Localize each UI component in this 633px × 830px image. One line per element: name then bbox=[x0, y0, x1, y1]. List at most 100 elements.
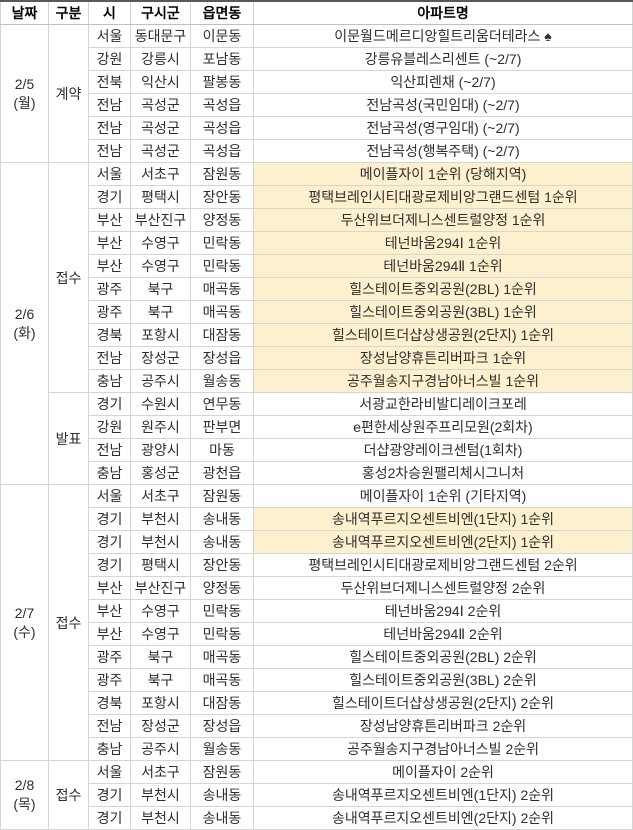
apartment-cell: 홍성2차승원팰리체시그니처 bbox=[253, 461, 633, 485]
apartment-cell: 메이플자이 1순위 (기타지역) bbox=[253, 484, 633, 508]
table-row: 경기 평택시 장안동 평택브레인시티대광로제비앙그랜드센텀 1순위 bbox=[1, 185, 633, 209]
table-row: 강원 강릉시 포남동 강릉유블레스리센트 (~2/7) bbox=[1, 47, 633, 71]
city-cell: 전북 bbox=[88, 70, 131, 94]
apartment-cell: 메이플자이 2순위 bbox=[253, 760, 633, 784]
table-row: 경기 평택시 장안동 평택브레인시티대광로제비앙그랜드센텀 2순위 bbox=[1, 553, 633, 577]
apartment-cell: 장성남양휴튼리버파크 1순위 bbox=[253, 346, 633, 370]
header-row: 날짜 구분 시 구시군 읍면동 아파트명 bbox=[0, 0, 633, 25]
town-cell: 장성읍 bbox=[190, 714, 254, 738]
col-header-town: 읍면동 bbox=[190, 0, 254, 25]
district-cell: 북구 bbox=[130, 645, 191, 669]
district-cell: 강릉시 bbox=[130, 47, 191, 71]
category-cell: 접수 bbox=[48, 484, 89, 761]
district-cell: 장성군 bbox=[130, 714, 191, 738]
apartment-cell: 평택브레인시티대광로제비앙그랜드센텀 2순위 bbox=[253, 553, 633, 577]
city-cell: 충남 bbox=[88, 369, 131, 393]
town-cell: 민락동 bbox=[190, 231, 254, 255]
district-cell: 부천시 bbox=[130, 507, 191, 531]
city-cell: 부산 bbox=[88, 231, 131, 255]
city-cell: 전남 bbox=[88, 438, 131, 462]
district-cell: 수영구 bbox=[130, 254, 191, 278]
table-row: 광주 북구 매곡동 힐스테이트중외공원(3BL) 1순위 bbox=[1, 300, 633, 324]
col-header-apartment: 아파트명 bbox=[253, 0, 633, 25]
city-cell: 경기 bbox=[88, 530, 131, 554]
city-cell: 경기 bbox=[88, 185, 131, 209]
city-cell: 경기 bbox=[88, 392, 131, 416]
town-cell: 매곡동 bbox=[190, 300, 254, 324]
table-row: 경기 부천시 송내동 송내역푸르지오센트비엔(2단지) 1순위 bbox=[1, 530, 633, 554]
town-cell: 송내동 bbox=[190, 530, 254, 554]
apartment-cell: 힐스테이트더샵상생공원(2단지) 2순위 bbox=[253, 691, 633, 715]
table-row: 충남 홍성군 광천읍 홍성2차승원팰리체시그니처 bbox=[1, 461, 633, 485]
city-cell: 부산 bbox=[88, 599, 131, 623]
city-cell: 전남 bbox=[88, 93, 131, 117]
town-cell: 매곡동 bbox=[190, 668, 254, 692]
table-row: 경북 포항시 대잠동 힐스테이트더샵상생공원(2단지) 1순위 bbox=[1, 323, 633, 347]
city-cell: 경북 bbox=[88, 323, 131, 347]
apartment-cell: 송내역푸르지오센트비엔(1단지) 2순위 bbox=[253, 783, 633, 807]
date-cell: 2/8 (목) bbox=[0, 760, 49, 830]
apartment-cell: 힐스테이트중외공원(2BL) 2순위 bbox=[253, 645, 633, 669]
district-cell: 서초구 bbox=[130, 760, 191, 784]
table-row: 광주 북구 매곡동 힐스테이트중외공원(2BL) 2순위 bbox=[1, 645, 633, 669]
city-cell: 경기 bbox=[88, 783, 131, 807]
city-cell: 부산 bbox=[88, 254, 131, 278]
col-header-date: 날짜 bbox=[0, 0, 49, 25]
apartment-cell: 이문월드메르디앙힐트리움더테라스 ♠ bbox=[253, 24, 633, 48]
table-header: 날짜 구분 시 구시군 읍면동 아파트명 bbox=[0, 0, 633, 25]
category-cell: 접수 bbox=[48, 760, 89, 830]
apartment-cell: 평택브레인시티대광로제비앙그랜드센텀 1순위 bbox=[253, 185, 633, 209]
city-cell: 강원 bbox=[88, 415, 131, 439]
apartment-cell: 테넌바움294Ⅱ 1순위 bbox=[253, 254, 633, 278]
table-body: 2/5 (월) 계약 서울 동대문구 이문동 이문월드메르디앙힐트리움더테라스 ♠ 강원 강릉시… bbox=[0, 24, 633, 830]
town-cell: 양정동 bbox=[190, 576, 254, 600]
district-cell: 서초구 bbox=[130, 162, 191, 186]
town-cell: 월송동 bbox=[190, 737, 254, 761]
city-cell: 서울 bbox=[88, 484, 131, 508]
district-cell: 부산진구 bbox=[130, 208, 191, 232]
city-cell: 서울 bbox=[88, 24, 131, 48]
town-cell: 곡성읍 bbox=[190, 139, 254, 163]
table-row: 전남 장성군 장성읍 장성남양휴튼리버파크 2순위 bbox=[1, 714, 633, 738]
town-cell: 잠원동 bbox=[190, 484, 254, 508]
district-cell: 북구 bbox=[130, 277, 191, 301]
table-row: 전남 곡성군 곡성읍 전남곡성(행복주택) (~2/7) bbox=[1, 139, 633, 163]
date-value: 2/5 bbox=[14, 75, 35, 92]
town-cell: 판부면 bbox=[190, 415, 254, 439]
day-value: (월) bbox=[13, 94, 36, 111]
col-header-district: 구시군 bbox=[130, 0, 191, 25]
table-row: 부산 수영구 민락동 테넌바움294Ⅱ 1순위 bbox=[1, 254, 633, 278]
town-cell: 잠원동 bbox=[190, 162, 254, 186]
district-cell: 북구 bbox=[130, 300, 191, 324]
apartment-cell: 두산위브더제니스센트럴양정 2순위 bbox=[253, 576, 633, 600]
town-cell: 이문동 bbox=[190, 24, 254, 48]
col-header-city: 시 bbox=[88, 0, 131, 25]
town-cell: 장안동 bbox=[190, 553, 254, 577]
date-cell: 2/6 (화) bbox=[0, 162, 49, 485]
district-cell: 북구 bbox=[130, 668, 191, 692]
date-cell: 2/7 (수) bbox=[0, 484, 49, 761]
apartment-cell: 두산위브더제니스센트럴양정 1순위 bbox=[253, 208, 633, 232]
city-cell: 전남 bbox=[88, 116, 131, 140]
table-row: 경북 포항시 대잠동 힐스테이트더샵상생공원(2단지) 2순위 bbox=[1, 691, 633, 715]
day-value: (화) bbox=[13, 324, 36, 341]
apartment-cell: 전남곡성(영구임대) (~2/7) bbox=[253, 116, 633, 140]
town-cell: 송내동 bbox=[190, 806, 254, 830]
town-cell: 매곡동 bbox=[190, 277, 254, 301]
table-row: 2/8 (목) 접수 서울 서초구 잠원동 메이플자이 2순위 bbox=[0, 760, 633, 830]
district-cell: 서초구 bbox=[130, 484, 191, 508]
district-cell: 익산시 bbox=[130, 70, 191, 94]
apartment-cell: 강릉유블레스리센트 (~2/7) bbox=[253, 47, 633, 71]
table-row: 광주 북구 매곡동 힐스테이트중외공원(3BL) 2순위 bbox=[1, 668, 633, 692]
city-cell: 광주 bbox=[88, 277, 131, 301]
city-cell: 전남 bbox=[88, 139, 131, 163]
city-cell: 서울 bbox=[88, 760, 131, 784]
apartment-cell: 힐스테이트더샵상생공원(2단지) 1순위 bbox=[253, 323, 633, 347]
apartment-cell: 더샵광양레이크센텀(1회차) bbox=[253, 438, 633, 462]
town-cell: 잠원동 bbox=[190, 760, 254, 784]
city-cell: 강원 bbox=[88, 47, 131, 71]
apartment-cell: 힐스테이트중외공원(3BL) 2순위 bbox=[253, 668, 633, 692]
district-cell: 광양시 bbox=[130, 438, 191, 462]
